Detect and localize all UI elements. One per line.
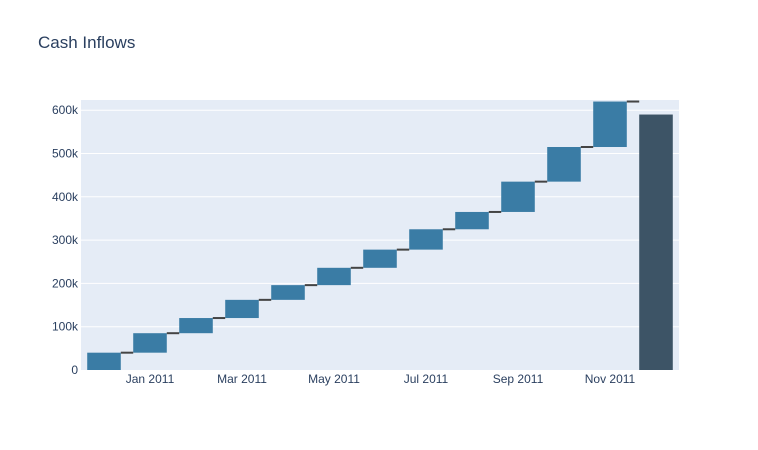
plot-background [81, 100, 679, 370]
increase-bar [593, 101, 627, 148]
increase-bar [179, 318, 213, 334]
connector-lines [120, 100, 640, 354]
y-tick-label: 0 [71, 363, 78, 377]
total-bar [639, 114, 673, 370]
increase-bar [271, 285, 305, 300]
x-tick-label: Nov 2011 [585, 372, 636, 386]
increase-bar [317, 267, 351, 286]
y-tick-label: 300k [52, 233, 79, 247]
y-tick-label: 400k [52, 190, 79, 204]
increase-bar [87, 352, 121, 370]
chart-title: Cash Inflows [38, 33, 136, 52]
increase-bar [455, 211, 489, 230]
y-axis-ticks: 0 100k 200k 300k 400k 500k 600k [52, 103, 79, 377]
increase-bar [225, 299, 259, 319]
increase-bar [501, 181, 535, 212]
y-tick-label: 200k [52, 276, 79, 290]
x-tick-label: Jul 2011 [404, 372, 449, 386]
increase-bar [363, 249, 397, 268]
x-tick-label: May 2011 [308, 372, 360, 386]
x-axis-ticks: Jan 2011 Mar 2011 May 2011 Jul 2011 Sep 2011… [126, 372, 636, 386]
x-tick-label: Jan 2011 [126, 372, 175, 386]
y-tick-label: 500k [52, 147, 79, 161]
increase-bar [547, 147, 581, 182]
bars [87, 101, 673, 370]
y-tick-label: 600k [52, 103, 79, 117]
x-tick-label: Mar 2011 [217, 372, 267, 386]
x-tick-label: Sep 2011 [493, 372, 544, 386]
y-tick-label: 100k [52, 320, 79, 334]
increase-bar [133, 333, 167, 353]
increase-bar [409, 229, 443, 250]
